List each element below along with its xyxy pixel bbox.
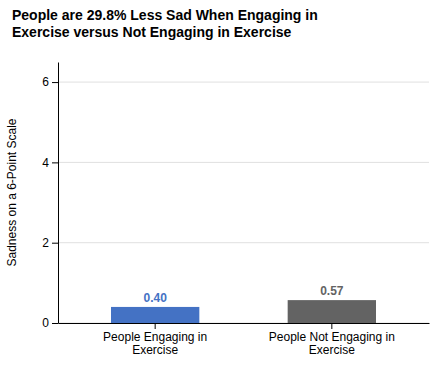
x-tick-mark [155,323,156,329]
y-tick-label: 2 [42,236,49,250]
bar [111,307,199,323]
y-axis-line [58,63,59,324]
text-line: People are 29.8% Less Sad When Engaging … [12,7,318,23]
x-axis: People Engaging inExercisePeople Not Eng… [59,323,430,357]
grid-line [58,242,429,243]
text-line: People Not Engaging in [269,330,395,344]
text-line: Exercise versus Not Engaging in Exercise [12,24,292,40]
y-tick-mark [52,323,58,324]
y-tick: 0 [42,316,58,330]
data-labels: 0.40 0.57 [143,284,343,305]
plot-area: 0246People Engaging inExercisePeople Not… [42,63,429,358]
y-tick-mark [52,162,58,163]
grid-line [58,162,429,163]
x-tick: People Not Engaging inExercise [269,323,395,357]
chart-container: 0246People Engaging inExercisePeople Not… [0,0,445,371]
chart-title: People are 29.8% Less Sad When Engaging … [12,7,318,40]
x-tick-label: People Not Engaging inExercise [269,330,395,358]
text-line: People Engaging in [103,330,207,344]
data-label: 0.40 [143,291,167,305]
y-tick-label: 4 [42,156,49,170]
bar [288,300,376,323]
y-tick-label: 0 [42,316,49,330]
chart-svg: 0246People Engaging inExercisePeople Not… [0,0,445,371]
x-axis-line [59,323,430,324]
y-tick: 6 [42,75,58,89]
text-line: Exercise [132,343,178,357]
y-tick: 2 [42,236,58,250]
y-axis: 0 2 4 6 [42,63,58,331]
x-tick-mark [331,323,332,329]
data-label: 0.57 [320,284,344,298]
x-tick: People Engaging inExercise [103,323,207,357]
y-tick-mark [52,243,58,244]
y-axis-title: Sadness on a 6-Point Scale [5,118,19,266]
y-tick-mark [52,82,58,83]
y-tick: 4 [42,156,58,170]
x-tick-label: People Engaging inExercise [103,330,207,358]
grid [58,82,429,323]
grid-line [58,82,429,83]
y-tick-label: 6 [42,75,49,89]
text-line: Exercise [309,343,355,357]
